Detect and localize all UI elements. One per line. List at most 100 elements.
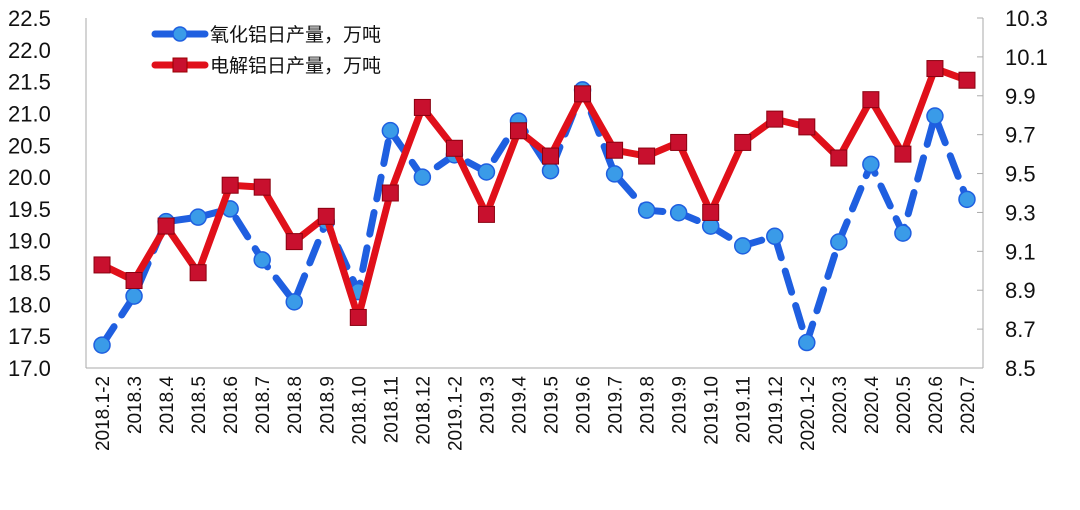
x-tick-label: 2019.4 xyxy=(509,376,530,435)
x-tick-label: 2020.1-2 xyxy=(798,376,819,451)
y-left-tick-label: 20.0 xyxy=(8,165,51,190)
y-left-tick-label: 20.5 xyxy=(8,133,51,158)
x-tick-label: 2018.4 xyxy=(157,376,178,435)
y-right-tick-label: 9.5 xyxy=(1005,162,1036,187)
x-tick-label: 2020.3 xyxy=(830,376,851,434)
x-tick-label: 2018.5 xyxy=(189,376,210,434)
data-point-aluminum xyxy=(189,264,207,282)
y-left-tick-label: 22.5 xyxy=(8,6,51,31)
x-tick-label: 2020.5 xyxy=(894,376,915,434)
x-tick-label: 2019.9 xyxy=(670,376,691,434)
data-point-alumina xyxy=(733,237,752,255)
series-line-1 xyxy=(100,65,969,321)
x-tick-label: 2018.7 xyxy=(253,376,274,434)
data-point-aluminum xyxy=(317,207,335,225)
data-point-alumina xyxy=(958,190,976,209)
x-tick-label: 2020.4 xyxy=(862,376,883,435)
y-left-tick-label: 18.5 xyxy=(8,261,51,286)
data-point-aluminum xyxy=(381,184,399,202)
data-point-aluminum xyxy=(477,205,495,223)
y-right-tick-label: 9.3 xyxy=(1005,200,1036,225)
x-tick-label: 2018.8 xyxy=(285,376,306,434)
data-point-alumina xyxy=(830,233,848,251)
x-tick-label: 2018.3 xyxy=(125,376,146,434)
x-tick-label: 2019.5 xyxy=(542,376,563,434)
data-point-aluminum xyxy=(606,141,624,159)
data-point-aluminum xyxy=(670,133,688,151)
x-tick-label: 2019.3 xyxy=(477,376,498,434)
data-point-aluminum xyxy=(798,118,816,136)
data-point-aluminum xyxy=(926,60,944,78)
y-right-tick-label: 8.9 xyxy=(1005,278,1036,303)
data-point-alumina xyxy=(381,121,400,140)
data-point-aluminum xyxy=(638,147,656,165)
x-tick-label: 2019.10 xyxy=(702,376,723,445)
y-left-tick-label: 22.0 xyxy=(8,38,51,63)
data-point-aluminum xyxy=(253,178,271,196)
x-tick-label: 2018.11 xyxy=(381,376,402,443)
legend-marker-aluminum xyxy=(172,57,188,73)
legend-label-alumina: 氧化铝日产量，万吨 xyxy=(210,24,381,46)
legend: 氧化铝日产量，万吨 电解铝日产量，万吨 xyxy=(151,24,381,77)
x-tick-label: 2018.9 xyxy=(317,376,338,434)
data-point-aluminum xyxy=(862,91,880,109)
y-left-tick-label: 17.5 xyxy=(8,324,51,349)
data-point-aluminum xyxy=(542,147,560,165)
x-tick-label: 2018.1-2 xyxy=(93,376,114,451)
data-point-aluminum xyxy=(445,139,463,157)
data-point-aluminum xyxy=(958,71,976,89)
legend-label-aluminum: 电解铝日产量，万吨 xyxy=(210,55,381,77)
y-right-tick-label: 8.5 xyxy=(1005,356,1036,381)
x-tick-label: 2019.6 xyxy=(574,376,595,434)
data-point-alumina xyxy=(125,287,143,305)
data-point-aluminum xyxy=(221,176,239,194)
y-left-tick-label: 18.0 xyxy=(8,292,51,317)
x-tick-label: 2019.8 xyxy=(638,376,659,434)
x-tick-label: 2018.6 xyxy=(221,376,242,434)
data-point-aluminum xyxy=(93,256,111,274)
y-right-tick-label: 8.7 xyxy=(1005,317,1036,342)
data-point-alumina xyxy=(669,203,688,222)
data-point-alumina xyxy=(605,165,624,183)
data-point-alumina xyxy=(189,208,207,226)
x-tick-label: 2018.10 xyxy=(349,376,370,445)
y-right-tick-label: 9.9 xyxy=(1005,84,1036,109)
x-tick-label: 2019.1-2 xyxy=(445,376,466,451)
x-tick-label: 2018.12 xyxy=(413,376,434,445)
series-layer xyxy=(93,60,976,354)
data-point-aluminum xyxy=(766,110,784,128)
y-left-tick-label: 21.0 xyxy=(8,101,51,126)
data-point-alumina xyxy=(477,163,496,181)
x-tick-label: 2020.6 xyxy=(926,376,947,434)
data-point-aluminum xyxy=(157,217,175,235)
data-point-aluminum xyxy=(509,122,527,140)
data-point-alumina xyxy=(766,227,784,246)
data-point-aluminum xyxy=(830,149,848,167)
data-point-alumina xyxy=(93,336,111,354)
data-point-aluminum xyxy=(349,308,367,326)
data-point-alumina xyxy=(285,293,303,311)
y-right-tick-label: 10.1 xyxy=(1005,45,1048,70)
y-right-tick-label: 9.1 xyxy=(1005,239,1036,264)
data-point-aluminum xyxy=(125,272,143,289)
y-right-tick-label: 10.3 xyxy=(1005,6,1048,31)
data-point-aluminum xyxy=(413,98,431,116)
y-left-tick-label: 21.5 xyxy=(8,70,51,95)
data-point-aluminum xyxy=(702,203,720,221)
axes: 17.0 17.5 18.0 18.5 19.0 19.5 20.0 20.5 21.0 21.5… xyxy=(8,6,1048,451)
y-left-tick-label: 19.0 xyxy=(8,229,51,254)
x-tick-label: 2019.12 xyxy=(766,376,787,445)
data-point-alumina xyxy=(541,161,560,180)
data-point-alumina xyxy=(253,251,271,269)
data-point-aluminum xyxy=(734,133,752,151)
data-point-alumina xyxy=(798,333,816,352)
y-left-tick-label: 17.0 xyxy=(8,356,51,381)
data-point-aluminum xyxy=(285,233,303,251)
y-left-tick-label: 19.5 xyxy=(8,197,51,222)
data-point-aluminum xyxy=(894,145,912,163)
data-point-alumina xyxy=(894,224,912,242)
y-right-tick-label: 9.7 xyxy=(1005,123,1036,148)
x-tick-label: 2019.11 xyxy=(734,376,755,443)
data-point-alumina xyxy=(637,201,656,219)
